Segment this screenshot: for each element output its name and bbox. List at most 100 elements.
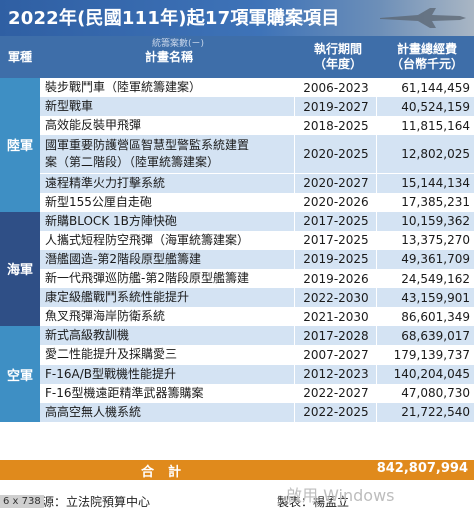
footer: 資料來源：立法院預算中心 製表：楊孟立 啟用 Windows — [0, 484, 474, 513]
procurement-table: 軍種 計畫名稱 執行期間 （年度） 計畫總經費 （台幣千元） 統籌案數(ㄧ) 裝… — [0, 36, 474, 483]
project-budget: 61,144,459 — [401, 80, 470, 95]
project-budget: 47,080,730 — [401, 386, 470, 401]
column-divider — [376, 307, 377, 327]
project-name: 康定級艦戰鬥系統性能提升 — [45, 290, 190, 305]
header-watermark: 統籌案數(ㄧ) — [152, 39, 205, 49]
column-divider — [376, 364, 377, 384]
table-row: 國軍重要防護營區智慧型警監系統建置 案（第二階段）（陸軍統籌建案） 2020-20… — [40, 135, 474, 174]
header-budget: 計畫總經費 （台幣千元） — [390, 42, 463, 71]
project-budget: 86,601,349 — [401, 309, 470, 324]
column-divider — [294, 402, 295, 422]
header-branch: 軍種 — [7, 49, 32, 64]
project-name: 愛二性能提升及採購愛三 — [45, 347, 178, 362]
project-name: F-16A/B型戰機性能提升 — [45, 366, 176, 381]
column-divider — [294, 230, 295, 250]
project-period: 2019-2027 — [303, 99, 369, 114]
column-divider — [294, 97, 295, 117]
image-size-label: 6 x 738 — [0, 495, 44, 508]
total-label: 合計 — [140, 465, 195, 480]
project-budget: 140,204,045 — [393, 367, 470, 382]
total-value: 842,807,994 — [376, 461, 468, 476]
column-divider — [376, 192, 377, 212]
column-divider — [294, 364, 295, 384]
project-budget: 68,639,017 — [401, 328, 470, 343]
table-row: 愛二性能提升及採購愛三 2007-2027 179,139,737 — [40, 345, 474, 365]
column-divider — [376, 97, 377, 117]
column-divider — [376, 402, 377, 422]
column-divider — [294, 135, 295, 174]
project-name: 魚叉飛彈海岸防衛系統 — [45, 309, 166, 324]
total-row: 合計 842,807,994 — [0, 460, 474, 480]
project-period: 2019-2025 — [303, 252, 369, 267]
column-divider — [376, 249, 377, 269]
project-name: 高效能反裝甲飛彈 — [45, 118, 142, 133]
project-name: 新式高級教訓機 — [45, 328, 130, 343]
table-row: 康定級艦戰鬥系統性能提升 2022-2030 43,159,901 — [40, 288, 474, 308]
column-divider — [376, 173, 377, 193]
project-budget: 12,802,025 — [401, 147, 470, 162]
project-budget: 10,159,362 — [401, 214, 470, 229]
column-divider — [294, 288, 295, 308]
project-budget: 15,144,134 — [401, 176, 470, 191]
table-row: 新購BLOCK 1B方陣快砲 2017-2025 10,159,362 — [40, 211, 474, 231]
project-name: 新型155公厘自走砲 — [45, 194, 152, 209]
branch-label: 空軍 — [0, 326, 40, 423]
column-divider — [294, 383, 295, 403]
project-budget: 43,159,901 — [401, 290, 470, 305]
project-period: 2021-2030 — [303, 309, 369, 324]
column-divider — [294, 249, 295, 269]
column-divider — [294, 173, 295, 193]
project-period: 2012-2023 — [303, 367, 369, 382]
project-budget: 40,524,159 — [401, 99, 470, 114]
table-row: 新一代飛彈巡防艦-第2階段原型艦籌建 2019-2026 24,549,162 — [40, 269, 474, 289]
credit-note: 製表：楊孟立 — [277, 495, 350, 509]
column-divider — [376, 345, 377, 365]
project-period: 2017-2025 — [303, 214, 369, 229]
project-name: F-16型機遠距精準武器籌購案 — [45, 385, 204, 400]
column-divider — [294, 211, 295, 231]
column-divider — [376, 135, 377, 174]
column-divider — [294, 307, 295, 327]
project-name: 人攜式短程防空飛彈（海軍統籌建案） — [45, 232, 250, 247]
header-period: 執行期間 （年度） — [313, 42, 362, 71]
table-row: 潛艦國造-第2階段原型艦籌建 2019-2025 49,361,709 — [40, 249, 474, 269]
project-period: 2022-2025 — [303, 405, 369, 420]
project-period: 2017-2025 — [303, 233, 369, 248]
column-divider — [376, 383, 377, 403]
project-name: 國軍重要防護營區智慧型警監系統建置 案（第二階段）（陸軍統籌建案） — [45, 138, 250, 170]
column-divider — [294, 269, 295, 289]
project-period: 2006-2023 — [303, 80, 369, 95]
table-row: 遠程精準火力打擊系統 2020-2027 15,144,134 — [40, 173, 474, 193]
column-divider — [294, 345, 295, 365]
column-divider — [376, 269, 377, 289]
table-row: 新型戰車 2019-2027 40,524,159 — [40, 97, 474, 117]
project-period: 2017-2028 — [303, 328, 369, 343]
project-budget: 17,385,231 — [401, 195, 470, 210]
table-row: 魚叉飛彈海岸防衛系統 2021-2030 86,601,349 — [40, 307, 474, 327]
branch-label: 陸軍 — [0, 78, 40, 213]
project-period: 2020-2026 — [303, 195, 369, 210]
project-period: 2022-2027 — [303, 386, 369, 401]
project-period: 2007-2027 — [303, 347, 369, 362]
table-row: F-16A/B型戰機性能提升 2012-2023 140,204,045 — [40, 364, 474, 384]
project-name: 新型戰車 — [45, 99, 94, 114]
project-budget: 21,722,540 — [401, 405, 470, 420]
project-name: 新購BLOCK 1B方陣快砲 — [45, 213, 177, 228]
project-period: 2022-2030 — [303, 290, 369, 305]
project-budget: 24,549,162 — [401, 271, 470, 286]
column-divider — [376, 326, 377, 346]
project-period: 2018-2025 — [303, 118, 369, 133]
project-budget: 49,361,709 — [401, 252, 470, 267]
project-period: 2020-2025 — [303, 147, 369, 162]
column-divider — [376, 288, 377, 308]
page-title: 2022年(民國111年)起17項軍購案項目 — [8, 8, 340, 29]
column-divider — [294, 192, 295, 212]
fighter-jet-icon — [380, 8, 466, 28]
header-name: 計畫名稱 — [144, 49, 193, 64]
table-row: 裝步戰鬥車（陸軍統籌建案） 2006-2023 61,144,459 — [40, 78, 474, 98]
column-divider — [376, 211, 377, 231]
project-name: 新一代飛彈巡防艦-第2階段原型艦籌建 — [45, 271, 249, 286]
table-header: 軍種 計畫名稱 執行期間 （年度） 計畫總經費 （台幣千元） 統籌案數(ㄧ) — [0, 36, 474, 78]
column-divider — [376, 78, 377, 98]
column-divider — [376, 116, 377, 136]
